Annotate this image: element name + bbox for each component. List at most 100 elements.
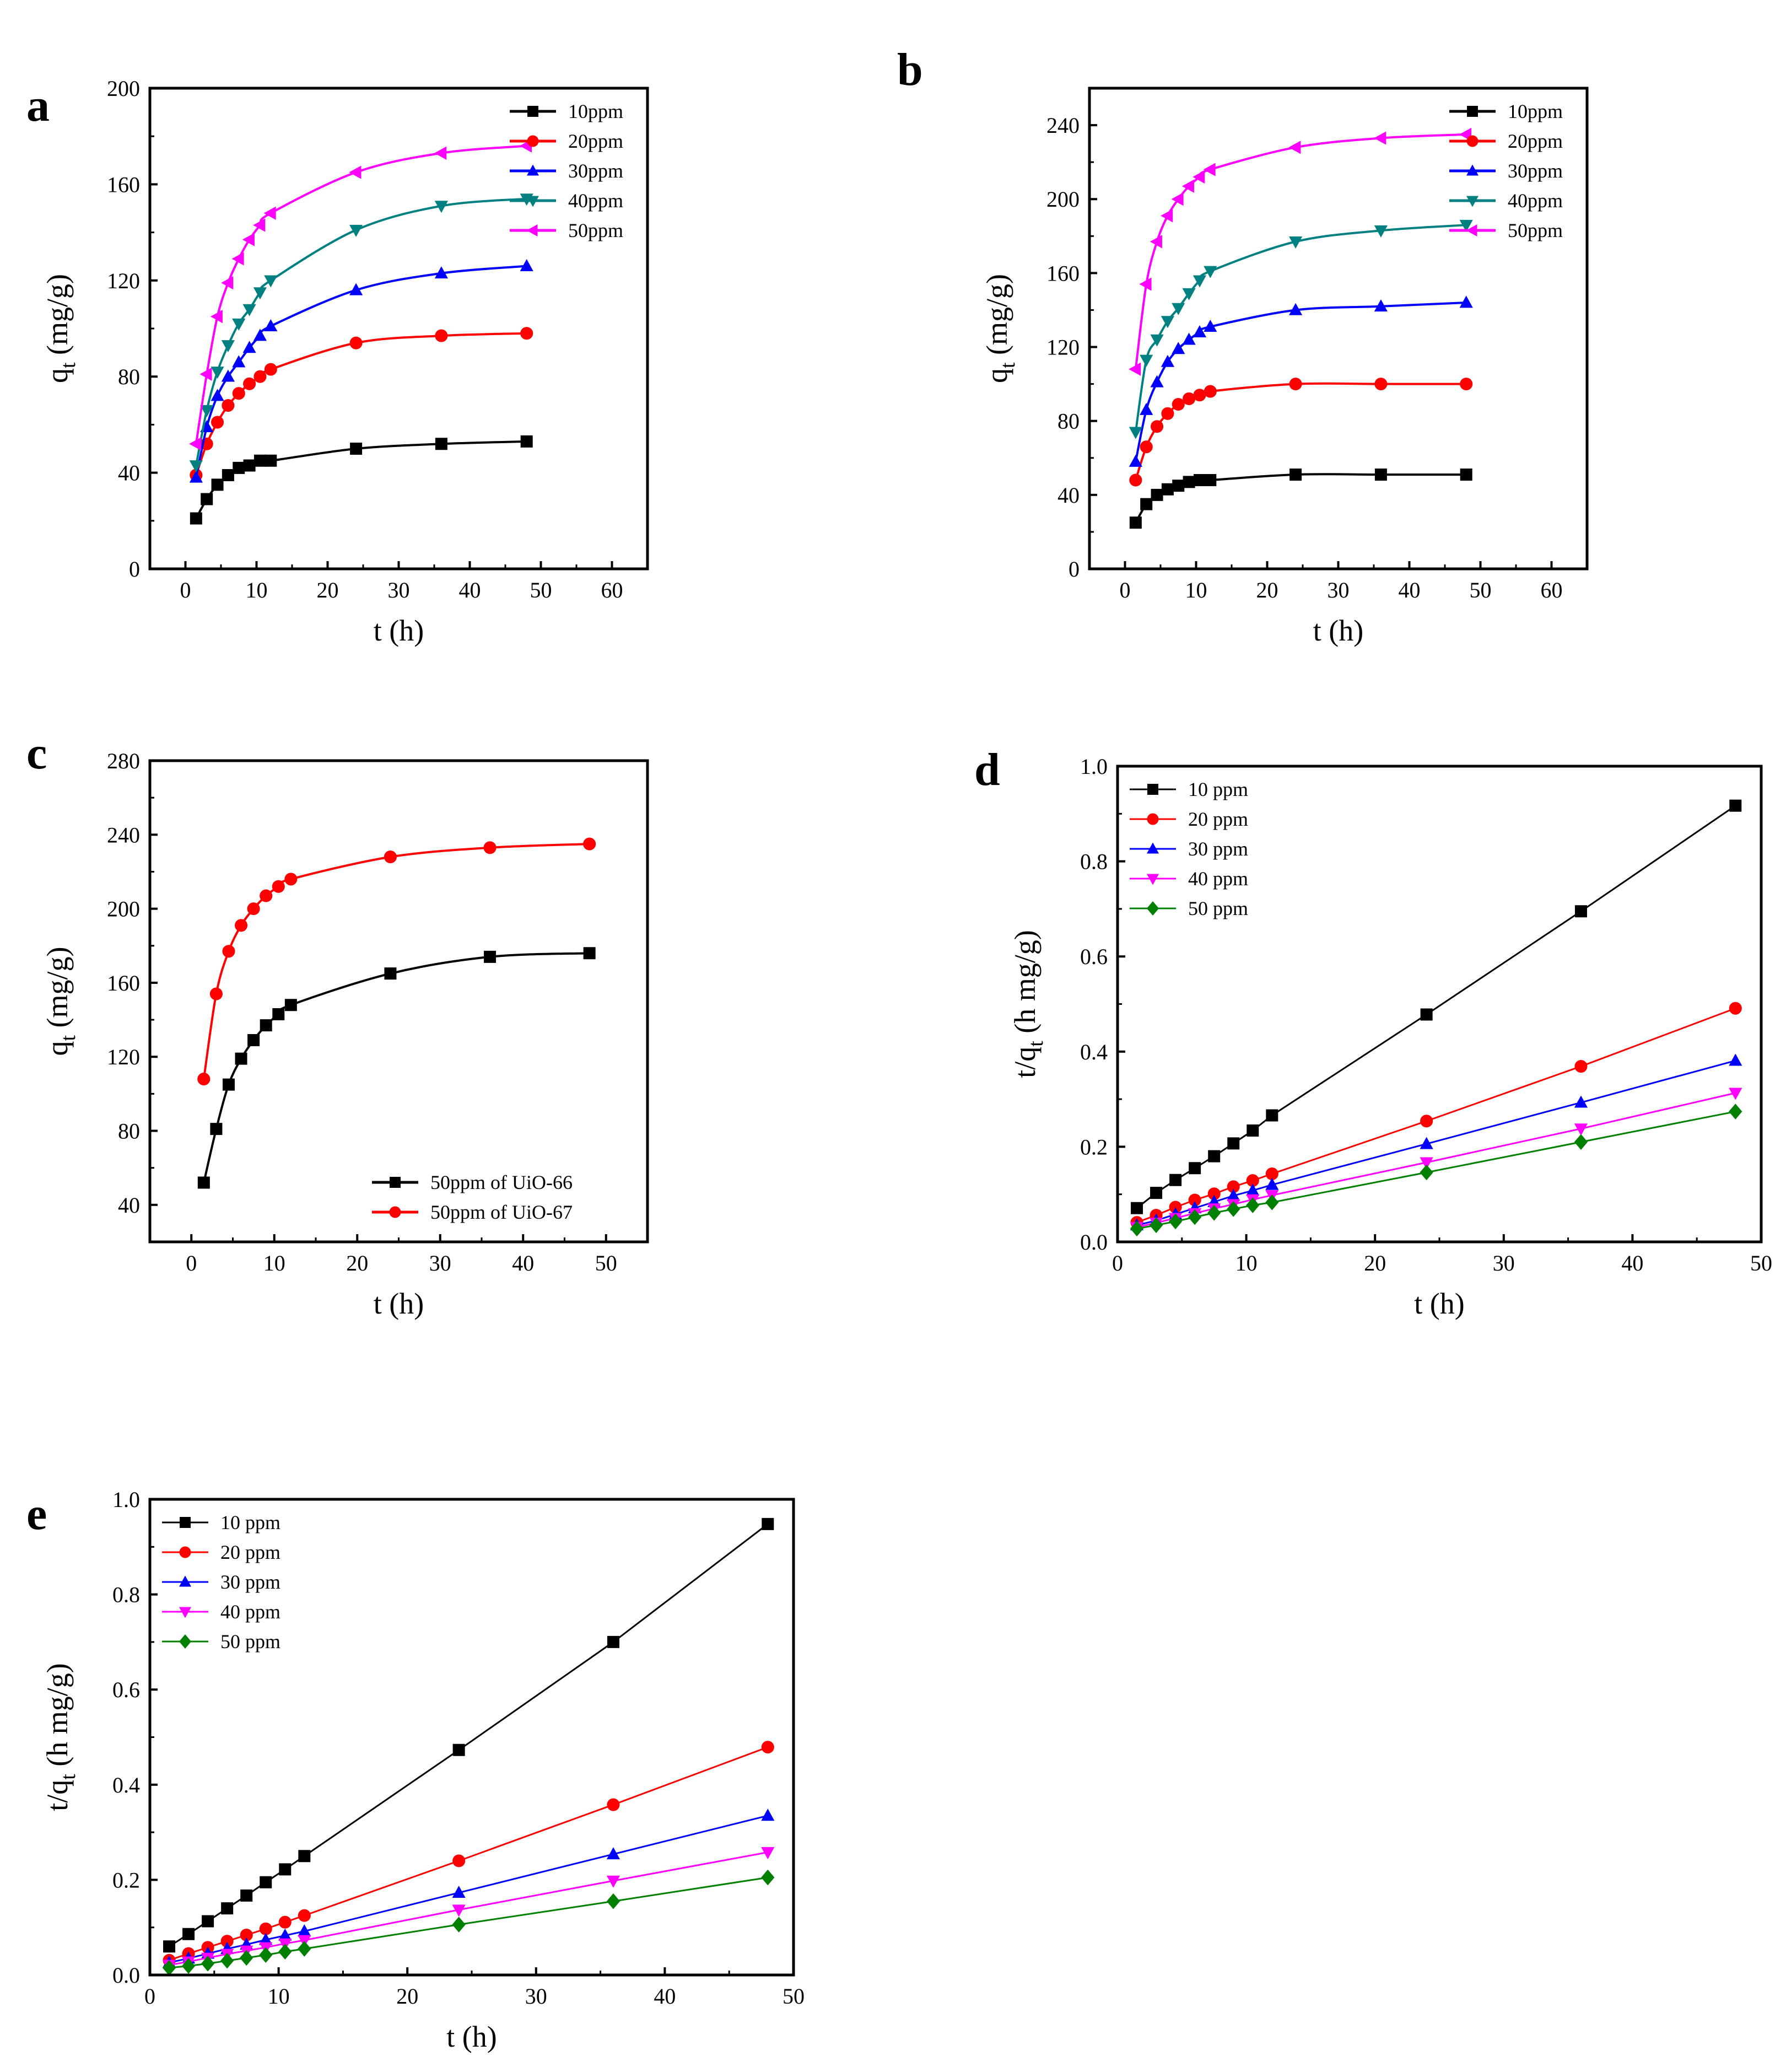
data-point (1161, 209, 1173, 223)
data-point (162, 1960, 176, 1976)
legend-label: 50 ppm (1188, 897, 1248, 919)
x-tick-label: 50 (783, 1984, 805, 2009)
data-point (1247, 1124, 1259, 1137)
data-point (211, 416, 224, 429)
data-point (1193, 170, 1205, 184)
x-tick-label: 0 (1112, 1251, 1123, 1276)
data-point (231, 252, 244, 266)
legend-marker (527, 135, 539, 147)
series-line-2 (202, 843, 590, 1079)
x-axis-title: t (h) (1313, 614, 1363, 647)
legend-label: 50ppm (1508, 219, 1563, 241)
data-point (583, 947, 596, 960)
legend: 10 ppm 20 ppm 30 ppm 40 ppm 50 ppm (162, 1511, 280, 1653)
legend-label: 20ppm (568, 130, 623, 152)
data-point (1183, 476, 1195, 488)
data-point (243, 377, 256, 390)
data-point (1129, 454, 1142, 467)
legend-marker (1466, 224, 1477, 236)
legend-marker (180, 1517, 191, 1528)
x-tick-label: 0 (180, 578, 191, 602)
data-point (182, 1928, 195, 1940)
data-point (1374, 468, 1387, 481)
data-point (1289, 468, 1302, 481)
data-point (221, 369, 235, 382)
data-point (762, 1517, 774, 1530)
data-point (272, 1008, 285, 1021)
data-point (298, 1850, 311, 1863)
data-point (284, 999, 297, 1011)
series-line-4 (169, 1851, 768, 1966)
y-tick-label: 0.8 (112, 1583, 140, 1607)
data-point (1181, 179, 1194, 193)
data-point (163, 1940, 176, 1953)
legend-label: 50ppm of UiO-66 (430, 1171, 573, 1193)
legend-marker (527, 164, 539, 176)
data-point (606, 1875, 620, 1888)
x-tick-label: 20 (1256, 578, 1278, 602)
legend: 10ppm 20ppm 30ppm 40ppm 50ppm (510, 100, 623, 241)
x-tick-label: 40 (654, 1984, 676, 2009)
data-point (190, 512, 202, 525)
x-tick-label: 50 (1470, 578, 1492, 602)
y-tick-label: 160 (107, 172, 140, 197)
data-point (1129, 427, 1142, 439)
data-point (761, 1869, 775, 1886)
legend-marker (1147, 901, 1159, 916)
data-point (435, 438, 447, 450)
data-point (520, 259, 533, 271)
data-point (1172, 342, 1185, 354)
legend: 50ppm of UiO-66 50ppm of UiO-67 (372, 1171, 573, 1223)
y-tick-label: 0.0 (112, 1963, 140, 1988)
y-tick-label: 0.8 (1080, 849, 1108, 874)
data-point (260, 1876, 272, 1888)
x-tick-label: 10 (263, 1251, 285, 1276)
data-point (211, 478, 224, 491)
data-point (1171, 192, 1184, 206)
data-point (1265, 1194, 1279, 1210)
data-point (220, 1952, 234, 1969)
data-point (264, 275, 278, 288)
data-point (1574, 1060, 1588, 1073)
legend-label: 20 ppm (220, 1541, 280, 1563)
data-point (1729, 799, 1742, 812)
data-point (253, 287, 267, 300)
data-point (259, 1933, 273, 1945)
data-point (1129, 473, 1142, 487)
legend-label: 30ppm (568, 160, 623, 182)
x-tick-label: 10 (246, 578, 268, 602)
data-point (1729, 1088, 1742, 1100)
x-tick-label: 50 (595, 1251, 617, 1276)
data-point (1460, 378, 1473, 391)
data-point (1130, 1220, 1144, 1237)
data-point (384, 851, 397, 864)
data-point (221, 340, 235, 353)
data-point (1574, 1134, 1588, 1150)
legend-marker (526, 224, 538, 236)
x-tick-label: 0 (144, 1984, 155, 2009)
data-point (220, 1935, 234, 1948)
x-tick-label: 20 (317, 578, 339, 602)
y-tick-label: 0.2 (1080, 1134, 1108, 1159)
data-point (434, 146, 447, 160)
legend-label: 30ppm (1508, 160, 1563, 182)
legend-marker (527, 196, 539, 207)
x-axis-title: t (h) (446, 2020, 497, 2053)
data-point (247, 1034, 260, 1047)
data-point (1266, 1109, 1278, 1122)
data-point (452, 1743, 465, 1756)
data-point (1151, 420, 1164, 433)
data-point (1193, 275, 1207, 288)
data-point (1150, 1187, 1163, 1199)
data-point (1265, 1167, 1278, 1181)
data-point (298, 1909, 311, 1922)
data-point (1151, 488, 1163, 501)
y-tick-label: 0 (1069, 557, 1080, 582)
data-point (1420, 1008, 1433, 1021)
data-point (520, 435, 533, 448)
y-tick-label: 120 (107, 268, 140, 293)
data-point (1289, 236, 1303, 249)
data-point (232, 318, 246, 331)
legend-marker (1147, 874, 1159, 885)
